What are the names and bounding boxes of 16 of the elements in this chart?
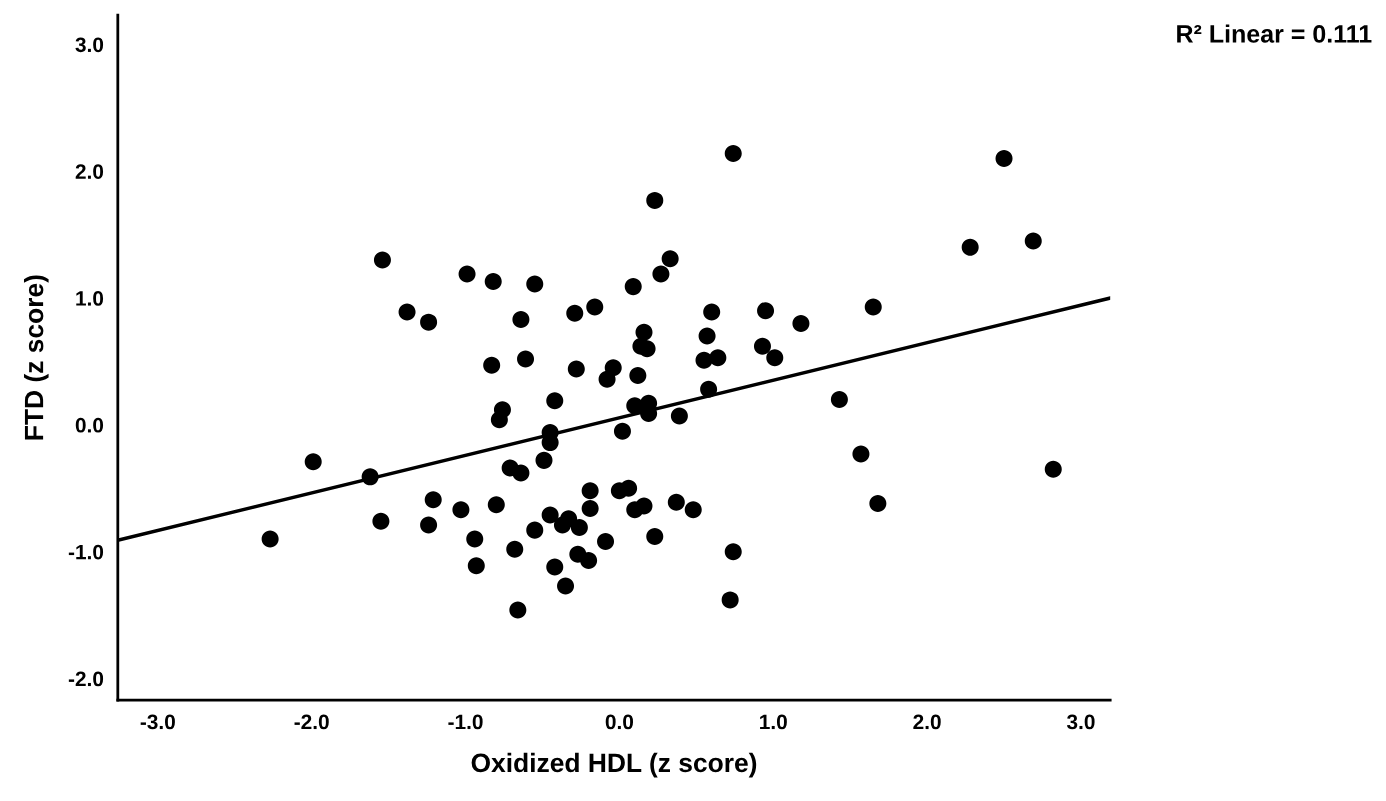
y-tick-label: 1.0 bbox=[76, 291, 104, 306]
text: R² Linear = 0.111 bbox=[1177, 24, 1372, 43]
y-tick-label: -1.0 bbox=[68, 544, 104, 560]
x-tick-label: 2.0 bbox=[913, 714, 941, 730]
y-axis-title: FTD (z score) bbox=[23, 275, 49, 440]
y-tick-label: 3.0 bbox=[75, 37, 104, 53]
x-tick-label: -3.0 bbox=[140, 714, 175, 730]
y-tick-label: -2.0 bbox=[68, 671, 104, 687]
x-tick-label: 3.0 bbox=[1066, 714, 1095, 730]
y-tick-label: 2.0 bbox=[75, 164, 104, 179]
y-tick-label: 0.0 bbox=[75, 417, 104, 433]
x-tick-label: 0.0 bbox=[605, 714, 634, 730]
x-tick-label: -1.0 bbox=[448, 714, 483, 730]
x-tick-label: 1.0 bbox=[760, 714, 787, 730]
x-tick-label: -2.0 bbox=[294, 714, 329, 730]
x-axis-title: Oxidized HDL (z score) bbox=[471, 752, 757, 778]
